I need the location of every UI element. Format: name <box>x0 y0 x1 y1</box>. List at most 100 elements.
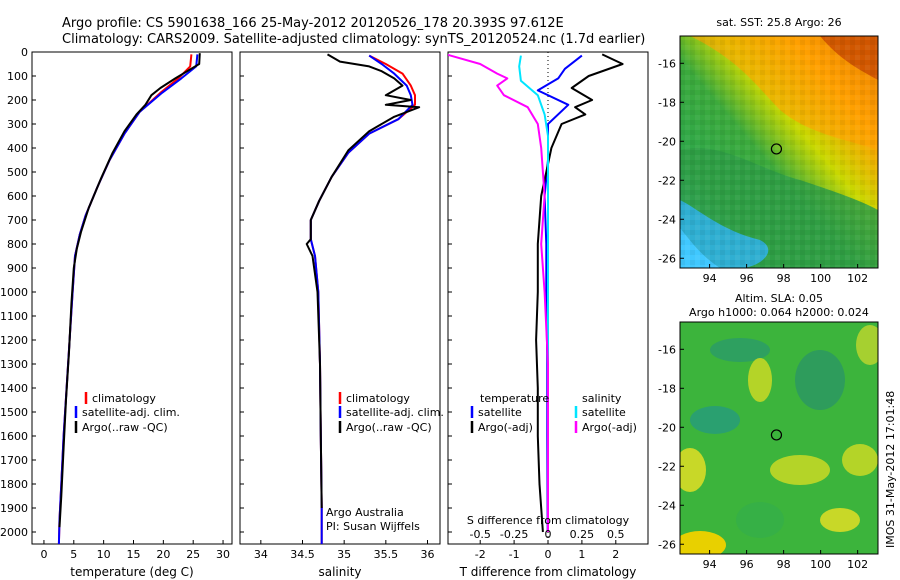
x-tick-label-1-36: 36 <box>421 548 435 561</box>
salinity-axis: 34 34.5 35 35.5 36 <box>254 540 435 561</box>
series-line-2-3 <box>448 53 549 532</box>
map-x-tick-label-3-100: 100 <box>810 272 831 285</box>
legend-satellite-adj: satellite-adj. clim. <box>82 406 180 419</box>
map-x-tick-label-3-96: 96 <box>740 272 754 285</box>
x-tick-label-0-25: 25 <box>186 548 200 561</box>
depth-tick-label-1600: 1600 <box>0 430 28 443</box>
x-tick-label-1-34.5: 34.5 <box>290 548 315 561</box>
depth-tick-label-1900: 1900 <box>0 502 28 515</box>
map-x-tick-label-4-100: 100 <box>810 558 831 571</box>
s-difference-ticks: -0.5 -0.25 0 0.25 0.5 <box>469 528 624 541</box>
depth-tick-label-700: 700 <box>7 214 28 227</box>
salinity-panel: 34 34.5 35 35.5 36 salinity climatology sate… <box>239 51 444 579</box>
depth-tick-label-1100: 1100 <box>0 310 28 323</box>
series-line-2-1 <box>535 53 624 533</box>
depth-axis: 0 100 200 300 400 500 600 700 800 900 1000 1100 1200… <box>0 46 36 539</box>
s-diff-tick-label-1: -0.25 <box>500 528 528 541</box>
t-difference-label: T difference from climatology <box>459 565 637 579</box>
legend-argo-raw-sal: Argo(..raw -QC) <box>346 421 432 434</box>
legend-t-argo-adj: Argo(-adj) <box>478 421 533 434</box>
x-tick-label-2-1: 1 <box>578 548 585 561</box>
depth-tick-label-300: 300 <box>7 118 28 131</box>
salinity-depth-ticks <box>240 51 244 533</box>
x-tick-label-0-5: 5 <box>70 548 77 561</box>
x-tick-label-1-35.5: 35.5 <box>374 548 399 561</box>
s-difference-label: S difference from climatology <box>467 514 630 527</box>
map-y-tick-label-4--16: -16 <box>658 343 676 356</box>
sst-map-axes: 94 96 98 100 102 -16 -18 -20 -22 -24 -26 <box>658 57 868 285</box>
legend-s-satellite: satellite <box>582 406 626 419</box>
map-y-tick-label-4--18: -18 <box>658 382 676 395</box>
x-tick-label-1-34: 34 <box>254 548 268 561</box>
x-tick-label-2--1: -1 <box>509 548 520 561</box>
figure-title-line2: Climatology: CARS2009. Satellite-adjuste… <box>62 32 645 47</box>
x-tick-label-0-10: 10 <box>97 548 111 561</box>
depth-tick-label-200: 200 <box>7 94 28 107</box>
depth-tick-label-100: 100 <box>7 70 28 83</box>
difference-lines <box>448 53 624 533</box>
difference-panel: -2 -1 0 1 2 S difference from climatology -0… <box>447 51 649 579</box>
sla-map-axes: 94 96 98 100 102 -16 -18 -20 -22 -24 -26 <box>658 343 868 571</box>
temperature-legend: climatology satellite-adj. clim. Argo(..… <box>74 392 180 434</box>
sla-map-frame <box>679 321 879 555</box>
legend-header-salinity: salinity <box>582 392 622 405</box>
depth-tick-label-500: 500 <box>7 166 28 179</box>
map-y-tick-label-3--18: -18 <box>658 96 676 109</box>
difference-legend: temperature salinity satellite Argo(-adj… <box>470 392 637 434</box>
sst-argo-location-marker <box>770 143 783 155</box>
salinity-lines <box>305 53 421 544</box>
salinity-legend: climatology satellite-adj. clim. Argo(..… <box>338 392 444 434</box>
depth-tick-label-1500: 1500 <box>0 406 28 419</box>
legend-t-satellite: satellite <box>478 406 522 419</box>
map-x-tick-label-4-94: 94 <box>703 558 717 571</box>
figure-title-line1: Argo profile: CS 5901638_166 25-May-2012… <box>62 16 564 31</box>
s-diff-tick-label-3: 0.25 <box>570 528 595 541</box>
x-tick-label-0-0: 0 <box>40 548 47 561</box>
sla-map-subtitle: Argo h1000: 0.064 h2000: 0.024 <box>689 306 869 319</box>
series-line-0-2 <box>58 53 201 528</box>
salinity-axis-label: salinity <box>318 565 361 579</box>
map-y-tick-label-3--16: -16 <box>658 57 676 70</box>
depth-tick-label-900: 900 <box>7 262 28 275</box>
s-diff-tick-label-0: -0.5 <box>469 528 490 541</box>
temperature-plot-frame <box>31 51 233 545</box>
sla-map-title: Altim. SLA: 0.05 <box>735 292 823 305</box>
legend-climatology: climatology <box>92 392 156 405</box>
sst-map: sat. SST: 25.8 Argo: 26 94 96 98 100 102 -16 -… <box>658 16 879 285</box>
depth-tick-label-600: 600 <box>7 190 28 203</box>
difference-depth-ticks <box>448 51 452 533</box>
map-x-tick-label-3-102: 102 <box>847 272 868 285</box>
depth-tick-label-0: 0 <box>21 46 28 59</box>
legend-climatology-sal: climatology <box>346 392 410 405</box>
sla-argo-location-marker <box>770 429 783 441</box>
map-x-tick-label-3-98: 98 <box>777 272 791 285</box>
depth-tick-label-400: 400 <box>7 142 28 155</box>
legend-satellite-adj-sal: satellite-adj. clim. <box>346 406 444 419</box>
map-y-tick-label-4--20: -20 <box>658 421 676 434</box>
temperature-axis-label: temperature (deg C) <box>70 565 193 579</box>
legend-s-argo-adj: Argo(-adj) <box>582 421 637 434</box>
depth-tick-label-1800: 1800 <box>0 478 28 491</box>
x-tick-label-2--2: -2 <box>475 548 486 561</box>
x-tick-label-0-15: 15 <box>126 548 140 561</box>
x-tick-label-2-2: 2 <box>612 548 619 561</box>
legend-header-temperature: temperature <box>480 392 549 405</box>
temperature-panel: 0100200300400500600700800900100011001200… <box>0 46 233 579</box>
temperature-lines <box>57 53 201 544</box>
map-y-tick-label-4--24: -24 <box>658 499 676 512</box>
depth-tick-label-1200: 1200 <box>0 334 28 347</box>
x-tick-label-0-30: 30 <box>216 548 230 561</box>
temperature-axis: 0 5 10 15 20 25 30 <box>40 540 230 561</box>
s-diff-tick-label-4: 0.5 <box>607 528 625 541</box>
map-x-tick-label-4-102: 102 <box>847 558 868 571</box>
x-tick-label-2-0: 0 <box>545 548 552 561</box>
map-y-tick-label-4--22: -22 <box>658 460 676 473</box>
x-tick-label-0-20: 20 <box>156 548 170 561</box>
sst-map-frame <box>679 35 879 269</box>
legend-argo-raw: Argo(..raw -QC) <box>82 421 168 434</box>
depth-tick-label-1400: 1400 <box>0 382 28 395</box>
map-x-tick-label-4-96: 96 <box>740 558 754 571</box>
map-y-tick-label-3--26: -26 <box>658 252 676 265</box>
series-line-1-2 <box>305 53 421 509</box>
